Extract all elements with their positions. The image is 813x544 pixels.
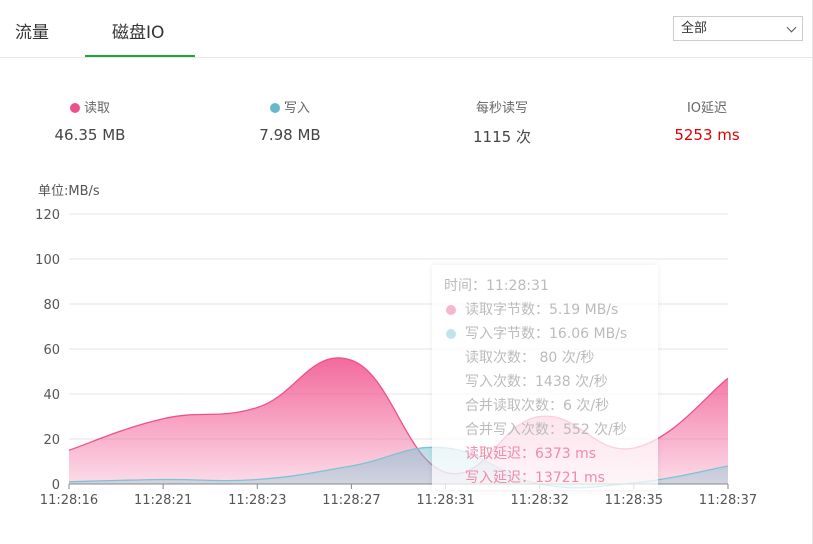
- legend-dot: [69, 103, 80, 113]
- y-tick-label: 20: [43, 433, 60, 448]
- stat-value: 5253 ms: [674, 126, 740, 144]
- stat-value: 1115 次: [473, 128, 531, 146]
- stat-label: 每秒读写: [422, 97, 582, 116]
- tooltip-line: 合并读取次数：6 次/秒: [444, 395, 646, 419]
- x-tick-label: 11:28:35: [605, 493, 663, 508]
- x-tick-label: 11:28:37: [699, 493, 757, 508]
- stat-value: 46.35 MB: [54, 126, 126, 144]
- y-tick-label: 120: [35, 208, 60, 223]
- tooltip-line: 读取字节数：5.19 MB/s: [444, 299, 646, 323]
- y-tick-label: 0: [52, 478, 60, 493]
- x-tick-label: 11:28:31: [416, 493, 474, 508]
- stat-label-text: 读取: [83, 101, 110, 116]
- tooltip-dot: [446, 329, 456, 339]
- tooltip-text: 读取延迟：6373 ms: [465, 446, 597, 462]
- tooltip-line: 写入次数：1438 次/秒: [444, 371, 646, 395]
- stat-label-text: IO延迟: [686, 101, 728, 116]
- stat-label: 写入: [210, 97, 370, 116]
- tooltip-line: 读取延迟：6373 ms: [444, 443, 646, 467]
- tab-active[interactable]: 磁盘IO: [112, 23, 165, 43]
- area: [69, 447, 728, 488]
- tooltip-text: 合并读取次数：6 次/秒: [465, 398, 610, 414]
- stat-label: IO延迟: [627, 97, 787, 116]
- y-tick-label: 80: [43, 298, 60, 313]
- tooltip-dot: [446, 305, 456, 315]
- active-underline: [85, 55, 195, 57]
- tooltip-text: 读取字节数：5.19 MB/s: [465, 302, 619, 318]
- tooltip: 时间：11:28:31 读取字节数：5.19 MB/s 写入字节数：16.06 MB…: [432, 265, 658, 490]
- tooltip-text: 合并写入次数：552 次/秒: [465, 422, 627, 438]
- y-tick-label: 40: [43, 388, 60, 403]
- tooltip-line: 写入字节数：16.06 MB/s: [444, 323, 646, 347]
- stat-label: 读取: [10, 97, 170, 116]
- tab[interactable]: 流量: [15, 23, 49, 43]
- tooltip-text: 时间：11:28:31: [444, 278, 549, 294]
- tooltip-line: 时间：11:28:31: [444, 275, 646, 299]
- tooltip-text: 写入次数：1438 次/秒: [465, 374, 608, 390]
- legend-dot: [269, 103, 280, 113]
- y-tick-label: 100: [35, 253, 60, 268]
- tooltip-line: 合并写入次数：552 次/秒: [444, 419, 646, 443]
- x-tick-label: 11:28:23: [228, 493, 286, 508]
- x-tick-label: 11:28:16: [40, 493, 98, 508]
- tooltip-text: 写入延迟：13721 ms: [465, 470, 605, 486]
- select[interactable]: 全部: [673, 16, 803, 41]
- x-tick-label: 11:28:32: [511, 493, 569, 508]
- y-tick-label: 60: [43, 343, 60, 358]
- tooltip-line: 读取次数： 80 次/秒: [444, 347, 646, 371]
- tab-bar-line: [0, 57, 812, 58]
- tooltip-text: 读取次数： 80 次/秒: [465, 350, 595, 366]
- unit-label: 单位:MB/s: [38, 184, 100, 199]
- stat-value: 7.98 MB: [259, 126, 321, 144]
- x-tick-label: 11:28:27: [322, 493, 380, 508]
- x-tick-label: 11:28:21: [134, 493, 192, 508]
- stat-label-text: 每秒读写: [475, 101, 528, 116]
- stat-label-text: 写入: [283, 101, 310, 116]
- tooltip-text: 写入字节数：16.06 MB/s: [465, 326, 628, 342]
- tooltip-line: 写入延迟：13721 ms: [444, 467, 646, 491]
